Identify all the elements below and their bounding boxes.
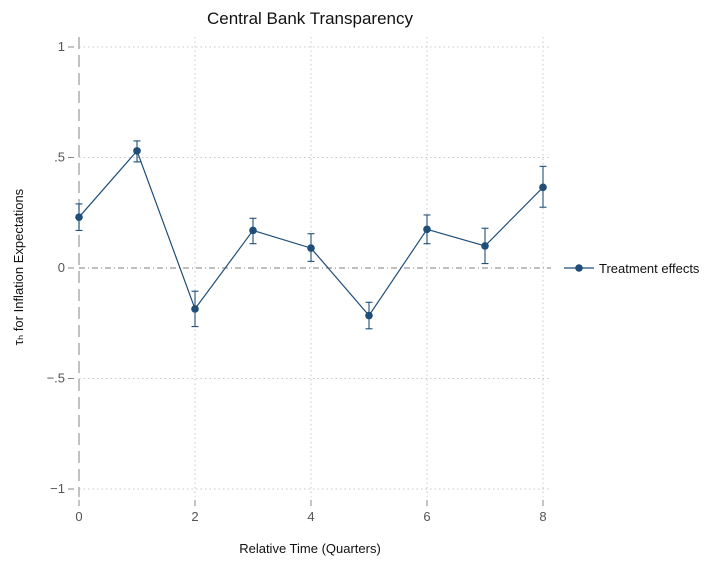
data-point — [191, 305, 199, 313]
data-point — [481, 242, 489, 250]
grid — [79, 37, 551, 497]
y-tick-label: −1 — [50, 481, 65, 496]
data-point — [307, 244, 315, 252]
legend-point-marker — [575, 264, 583, 272]
y-axis-title: τₕ for Inflation Expectations — [11, 188, 26, 345]
x-tick-label: 8 — [539, 509, 546, 524]
series-line — [78, 149, 544, 317]
series-treatment-effects — [75, 140, 547, 330]
data-point — [249, 226, 257, 235]
y-tick-label: 1 — [58, 39, 65, 54]
data-point — [75, 213, 83, 221]
x-tick-label: 0 — [75, 509, 82, 524]
data-point — [133, 147, 141, 155]
x-tick-label: 2 — [191, 509, 198, 524]
y-tick-label: .5 — [54, 150, 65, 165]
axes: −1 −.5 0 .5 1 0 2 4 6 8 — [47, 39, 547, 524]
y-tick-label: 0 — [58, 260, 65, 275]
data-point — [365, 311, 373, 320]
x-axis-title: Relative Time (Quarters) — [239, 541, 381, 556]
x-tick-label: 6 — [423, 509, 430, 524]
legend: Treatment effects — [564, 261, 700, 276]
data-point — [539, 183, 547, 192]
legend-label: Treatment effects — [599, 261, 700, 276]
y-tick-label: −.5 — [47, 371, 65, 386]
x-tick-label: 4 — [307, 509, 314, 524]
chart-title: Central Bank Transparency — [207, 9, 413, 28]
reference-lines — [78, 37, 551, 497]
data-point — [423, 225, 431, 234]
